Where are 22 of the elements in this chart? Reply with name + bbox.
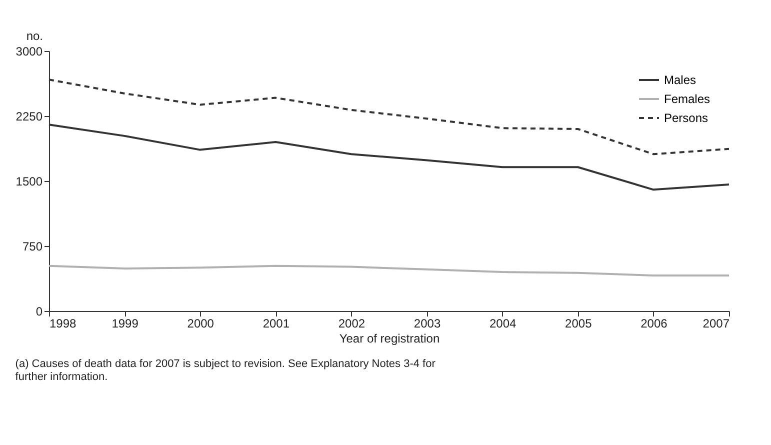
x-tick-label: 2005: [565, 316, 592, 330]
x-tick-label: 2003: [414, 316, 441, 330]
x-tick-label: 1999: [112, 316, 139, 330]
y-tick-label: 750: [22, 240, 43, 254]
x-tick-label: 2006: [640, 316, 668, 330]
x-tick-label: 2000: [187, 316, 214, 330]
x-tick-label: 2004: [489, 316, 517, 330]
y-axis-title: no.: [26, 29, 43, 43]
x-tick-label: 2002: [338, 316, 366, 330]
y-tick-label: 1500: [16, 174, 43, 188]
legend-label: Persons: [664, 111, 708, 125]
legend-label: Females: [664, 92, 710, 106]
x-tick-label: 2007: [702, 316, 730, 330]
y-tick-label: 2250: [16, 110, 43, 124]
y-tick-label: 0: [36, 304, 43, 318]
x-tick-label: 1998: [50, 316, 77, 330]
legend-label: Males: [664, 73, 696, 87]
x-axis-title: Year of registration: [339, 332, 440, 346]
text: (a) Causes of death data for 2007 is subject to revision. See Explanatory Notes 3-4 for further information.: [15, 358, 436, 383]
x-tick-label: 2001: [262, 316, 290, 330]
y-tick-label: 3000: [16, 44, 43, 58]
line-series: [48, 264, 730, 276]
